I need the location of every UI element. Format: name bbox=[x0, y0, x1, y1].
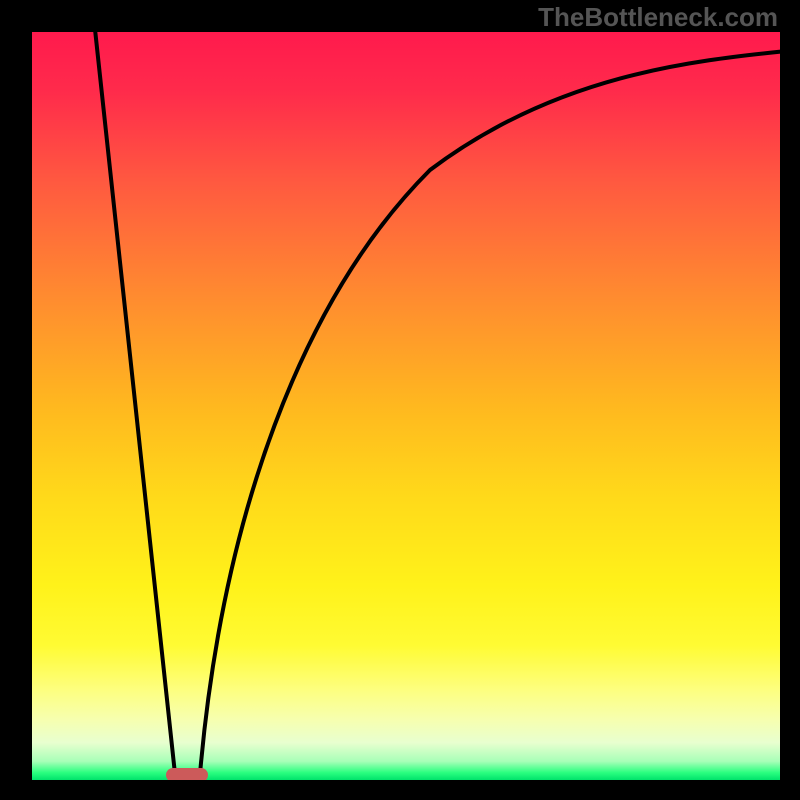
frame-right bbox=[780, 0, 800, 800]
frame-bottom bbox=[0, 780, 800, 800]
chart-container: TheBottleneck.com bbox=[0, 0, 800, 800]
frame-left bbox=[0, 0, 32, 800]
watermark-text: TheBottleneck.com bbox=[538, 2, 778, 33]
bottleneck-curve bbox=[0, 0, 800, 800]
